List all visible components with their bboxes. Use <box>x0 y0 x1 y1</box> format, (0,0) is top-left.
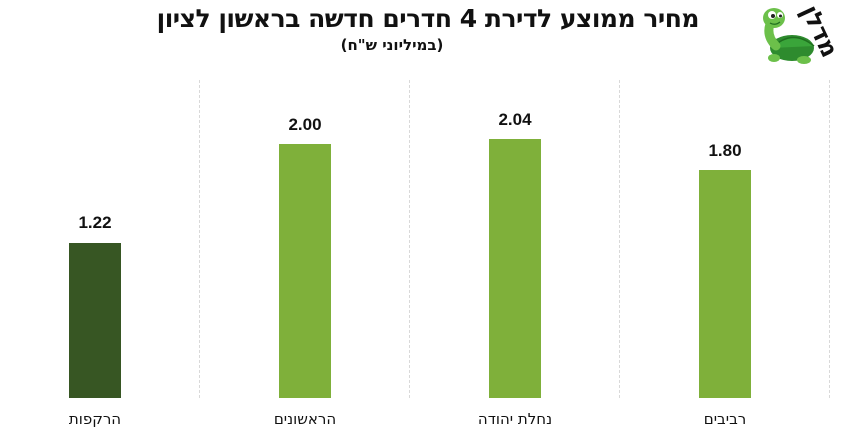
grid-line <box>829 80 830 398</box>
grid-line <box>619 80 620 398</box>
value-label: 1.80 <box>708 141 742 160</box>
category-label: הרקפות <box>68 410 122 428</box>
bar-nahalat-yehuda[interactable] <box>489 139 541 398</box>
grid-line <box>409 80 410 398</box>
category-label: הראשונים <box>273 410 337 428</box>
madlan-logo: מדלן <box>752 1 844 68</box>
value-label: 2.04 <box>498 110 532 129</box>
bar-harishonim[interactable] <box>279 144 331 398</box>
bar-revivim[interactable] <box>699 170 751 398</box>
grid-line <box>199 80 200 398</box>
category-label: נחלת יהודה <box>477 410 553 428</box>
chart-title: מחיר ממוצע לדירת 4 חדרים חדשה בראשון לצי… <box>156 4 700 33</box>
plot-area <box>0 80 844 398</box>
bar-harakafot[interactable] <box>69 243 121 398</box>
category-label: רביבים <box>703 410 747 428</box>
turtle-icon: מדלן <box>763 1 844 64</box>
value-label: 2.00 <box>288 115 322 134</box>
value-label: 1.22 <box>78 213 112 232</box>
chart-subtitle: (במיליוני ש"ח) <box>340 36 444 54</box>
